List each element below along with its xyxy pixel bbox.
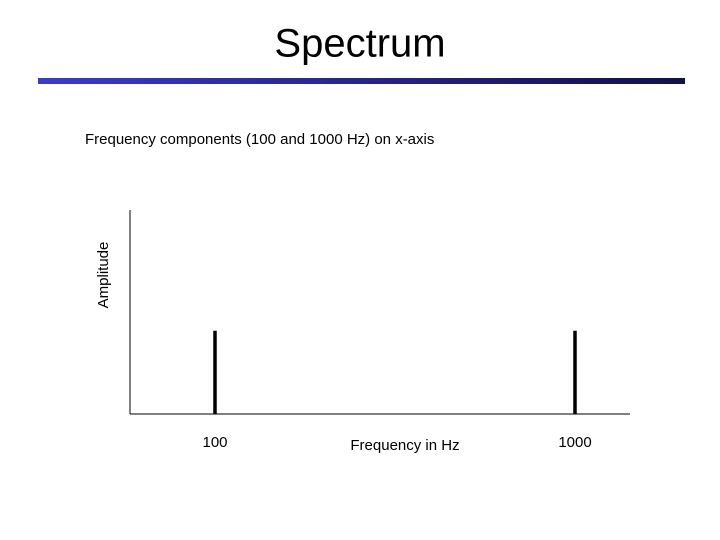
y-axis-label: Amplitude — [95, 242, 112, 309]
x-tick-label: 1000 — [558, 434, 591, 451]
x-axis-label: Frequency in Hz — [350, 437, 459, 454]
chart-subtitle: Frequency components (100 and 1000 Hz) o… — [85, 131, 434, 148]
title-rule — [38, 78, 685, 84]
chart-title: Spectrum — [274, 22, 445, 66]
x-tick-label: 100 — [202, 434, 227, 451]
